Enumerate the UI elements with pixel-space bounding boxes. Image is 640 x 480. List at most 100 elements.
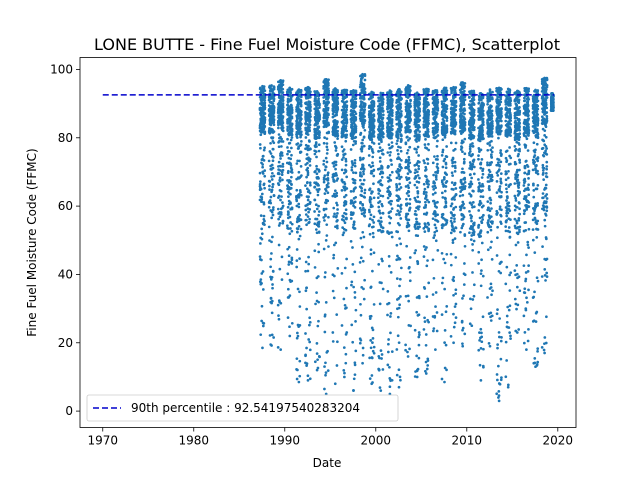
- data-point: [386, 313, 389, 317]
- data-point: [272, 130, 276, 133]
- data-point: [440, 154, 444, 157]
- data-point: [262, 182, 266, 186]
- data-point: [359, 302, 362, 306]
- data-point: [262, 214, 266, 218]
- data-point: [287, 245, 291, 249]
- data-point: [277, 160, 281, 164]
- data-point: [344, 139, 348, 143]
- data-point: [397, 385, 401, 389]
- data-point: [325, 137, 329, 141]
- data-point: [305, 346, 308, 350]
- data-point: [379, 179, 382, 182]
- data-point: [289, 221, 292, 224]
- data-point: [296, 105, 300, 108]
- data-point: [361, 164, 365, 168]
- data-point: [289, 179, 292, 183]
- data-point: [277, 172, 281, 176]
- data-point: [418, 130, 421, 134]
- data-point: [434, 239, 438, 243]
- data-point: [389, 192, 392, 196]
- data-point: [477, 223, 481, 227]
- data-point: [308, 200, 312, 204]
- data-point: [286, 247, 289, 251]
- data-point: [351, 161, 354, 165]
- data-point: [271, 159, 275, 163]
- data-point: [290, 87, 294, 91]
- data-point: [325, 145, 329, 149]
- data-point: [462, 222, 465, 226]
- data-point: [263, 112, 267, 115]
- data-point: [318, 169, 321, 173]
- data-point: [322, 141, 326, 145]
- data-point: [308, 100, 312, 104]
- data-point: [417, 181, 421, 184]
- data-point: [270, 311, 274, 315]
- data-point: [352, 171, 355, 174]
- data-point: [467, 96, 471, 99]
- data-point: [426, 130, 430, 134]
- data-point: [396, 149, 399, 152]
- data-point: [323, 275, 327, 279]
- data-point: [263, 186, 266, 190]
- data-point: [440, 377, 444, 381]
- data-point: [317, 213, 320, 217]
- data-point: [289, 119, 292, 123]
- data-point: [260, 195, 264, 199]
- data-point: [381, 287, 385, 291]
- data-point: [344, 193, 348, 197]
- data-point: [334, 167, 337, 171]
- data-point: [286, 127, 289, 131]
- data-point: [315, 172, 319, 176]
- data-point: [477, 209, 481, 212]
- data-point: [454, 141, 458, 145]
- data-point: [471, 144, 475, 148]
- data-point: [272, 123, 276, 127]
- data-point: [267, 159, 271, 163]
- data-point: [452, 325, 456, 329]
- data-point: [386, 290, 390, 293]
- data-point: [472, 128, 476, 132]
- data-point: [432, 173, 435, 177]
- data-point: [427, 109, 430, 113]
- data-point: [418, 101, 421, 105]
- data-point: [277, 217, 280, 221]
- data-point: [281, 87, 285, 91]
- data-point: [418, 118, 422, 122]
- data-point: [290, 136, 294, 139]
- data-point: [262, 148, 266, 152]
- data-point: [399, 217, 403, 220]
- data-point: [453, 220, 456, 223]
- data-point: [331, 175, 335, 179]
- data-point: [289, 164, 293, 167]
- data-point: [270, 178, 274, 181]
- data-point: [286, 316, 290, 320]
- data-point: [297, 147, 300, 150]
- data-point: [460, 319, 464, 323]
- data-point: [309, 90, 312, 94]
- data-point: [372, 124, 376, 128]
- data-point: [352, 223, 356, 226]
- data-point: [416, 260, 420, 264]
- data-point: [353, 179, 357, 182]
- data-point: [343, 152, 347, 156]
- data-point: [314, 150, 318, 153]
- data-point: [268, 188, 271, 191]
- data-point: [345, 187, 349, 190]
- data-point: [270, 84, 273, 87]
- data-point: [354, 104, 358, 108]
- data-point: [290, 258, 294, 262]
- data-point: [381, 131, 385, 134]
- data-point: [279, 213, 283, 216]
- data-point: [323, 387, 326, 391]
- data-point: [361, 202, 364, 206]
- data-point: [267, 205, 271, 209]
- data-point: [335, 194, 339, 198]
- data-point: [362, 111, 366, 114]
- data-point: [335, 174, 338, 177]
- data-point: [362, 170, 365, 173]
- data-point: [398, 223, 401, 227]
- data-point: [313, 185, 317, 189]
- data-point: [463, 332, 467, 336]
- data-point: [278, 215, 282, 219]
- data-point: [325, 142, 329, 145]
